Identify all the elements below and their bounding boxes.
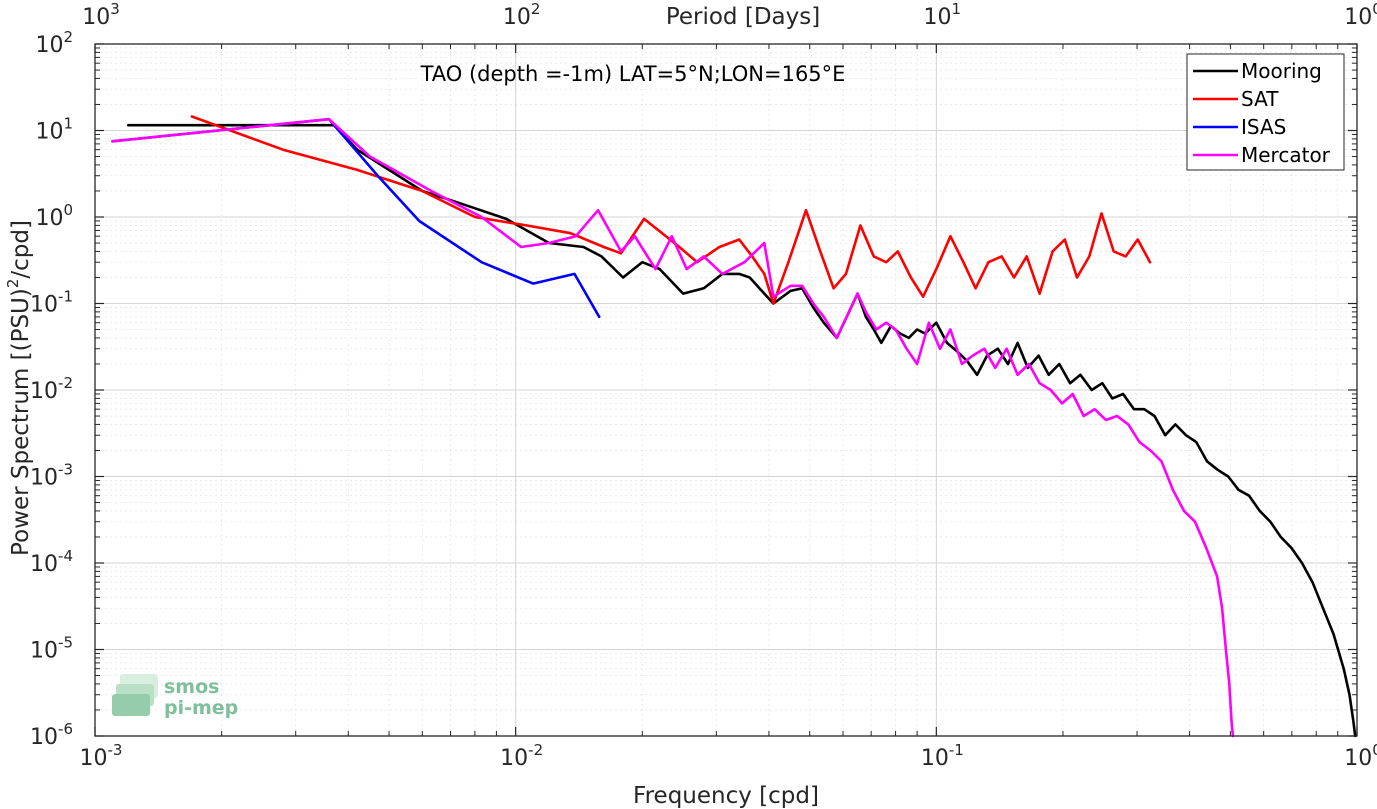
- top-tick-label: 101: [924, 0, 962, 30]
- legend-box: [1186, 53, 1345, 171]
- y-tick-label: 100: [35, 201, 73, 231]
- y-tick-label: 10-4: [30, 547, 73, 577]
- y-tick-label: 101: [35, 115, 73, 145]
- y-tick-label: 10-3: [30, 461, 73, 491]
- legend-label-mooring: Mooring: [1241, 59, 1322, 83]
- logo-text-line2: pi-mep: [164, 697, 238, 719]
- tick-labels: 10-3 10-2 10-1 100 103 102 101 100 102 101 100 10-1…: [30, 0, 1377, 771]
- x-tick-label: 10-2: [500, 741, 543, 771]
- series-line-mercator: [111, 117, 1235, 738]
- series-line-isas: [111, 117, 601, 319]
- logo-text-line1: smos: [164, 676, 219, 698]
- y-axis-label-main: Power Spectrum [(PSU): [8, 288, 34, 556]
- top-tick-label: 102: [503, 0, 541, 30]
- x-axis-label: Frequency [cpd]: [633, 783, 819, 809]
- legend: Mooring SAT ISAS Mercator: [1186, 53, 1345, 171]
- y-tick-label: 102: [35, 28, 73, 58]
- y-tick-label: 10-2: [30, 374, 73, 404]
- y-axis-label: Power Spectrum [(PSU)2/cpd]: [4, 220, 34, 556]
- legend-label-sat: SAT: [1241, 87, 1279, 111]
- y-axis-label-sup: 2: [4, 279, 22, 289]
- series-line-sat: [190, 115, 1152, 305]
- y-tick-label: 10-1: [30, 288, 73, 318]
- x-tick-label: 100: [1344, 741, 1377, 771]
- smos-pi-mep-logo: smos pi-mep: [112, 674, 238, 719]
- top-axis-label: Period [Days]: [666, 4, 820, 30]
- top-tick-label: 100: [1344, 0, 1377, 30]
- series-layer: [111, 115, 1357, 738]
- legend-label-mercator: Mercator: [1241, 143, 1331, 167]
- y-axis-label-tail: /cpd]: [8, 220, 34, 279]
- y-tick-label: 10-5: [30, 634, 73, 664]
- x-tick-label: 10-1: [921, 741, 964, 771]
- series-line-mooring: [127, 123, 1357, 738]
- logo-layer-3: [112, 694, 150, 716]
- tick-marks: [94, 43, 1358, 737]
- y-tick-label: 10-6: [30, 720, 73, 750]
- x-tick-label: 10-3: [80, 741, 123, 771]
- legend-label-isas: ISAS: [1241, 115, 1286, 139]
- chart-title: TAO (depth =-1m) LAT=5°N;LON=165°E: [420, 62, 846, 86]
- top-tick-label: 103: [82, 0, 120, 30]
